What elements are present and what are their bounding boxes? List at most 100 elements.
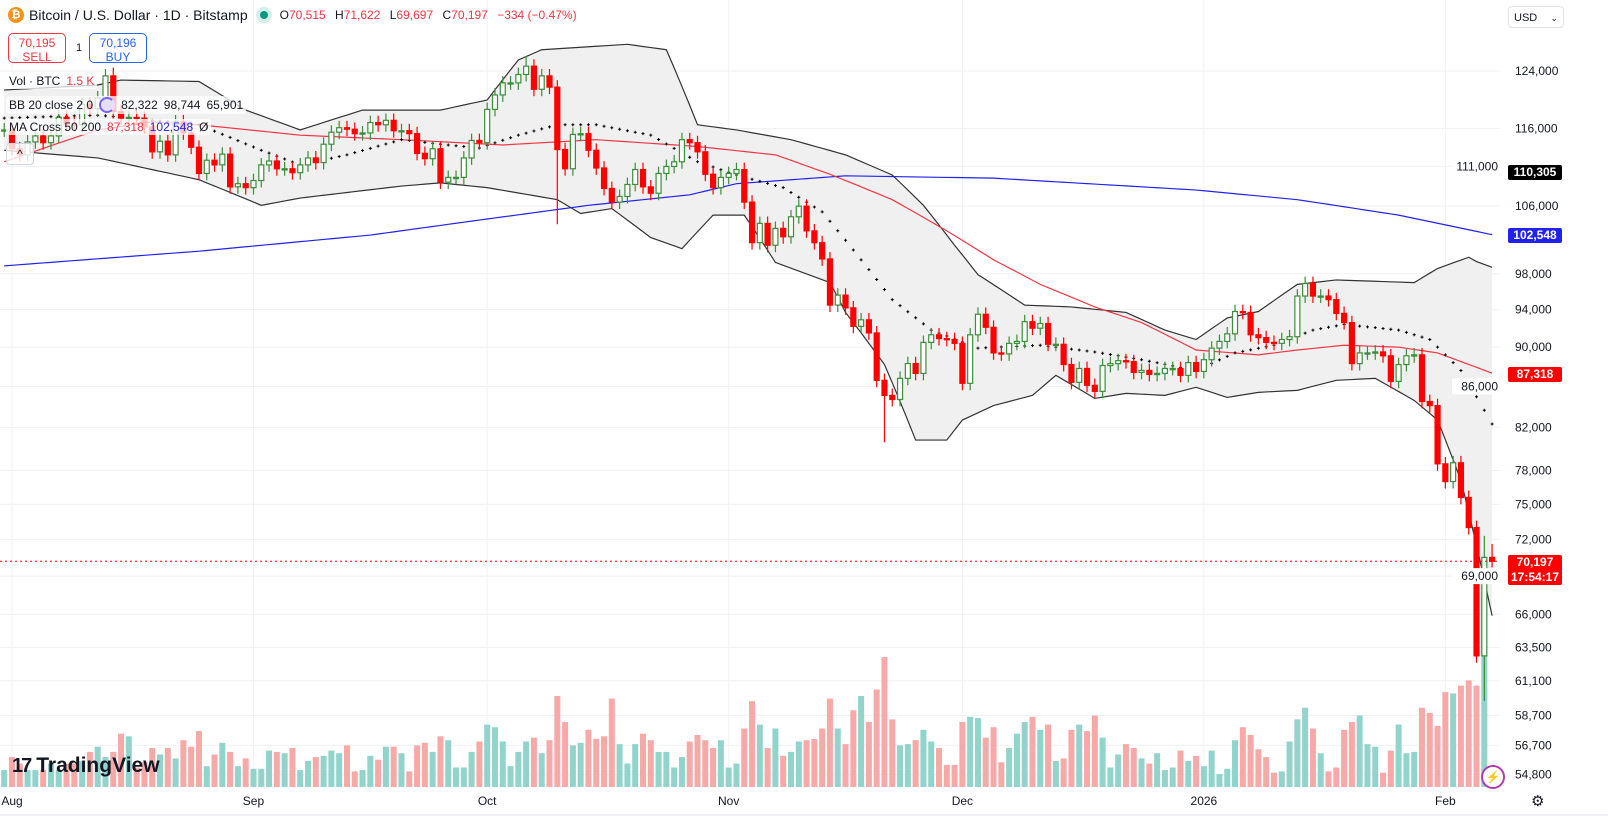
volume-bar [562,722,569,787]
y-tick-label: 63,500 [1515,641,1552,655]
volume-bar [32,770,39,787]
symbol-title[interactable]: Bitcoin / U.S. Dollar · 1D · Bitstamp [29,7,248,23]
bollinger-basis-point [392,140,396,144]
quantity[interactable]: 1 [76,42,83,54]
candle-body [351,128,358,135]
bollinger-basis-point [641,132,645,136]
lightning-icon[interactable]: ⚡ [1481,765,1505,789]
bollinger-basis-point [1475,395,1479,399]
candle-body [413,133,421,154]
volume-bar [1302,707,1309,787]
candle-body [1263,337,1270,343]
chevron-up-icon[interactable]: ^ [6,143,34,165]
sell-button[interactable]: 70,195 SELL [8,33,66,64]
volume-bar [1146,763,1153,787]
candle [896,371,904,407]
bollinger-basis-point [228,135,232,139]
volume-bar [320,755,327,787]
candle-body [717,176,724,189]
y-tick-label: 116,000 [1515,121,1558,135]
candle [998,346,1005,361]
bollinger-basis-point [1155,361,1159,365]
volume-bar [1372,746,1379,787]
candle [811,224,818,250]
volume-bar [1442,692,1449,787]
candle [1037,316,1044,336]
legend-ma-cross[interactable]: MA Cross 50 200 87,318 102,548 Ø [6,119,212,135]
volume-bar [554,696,561,787]
currency-select[interactable]: USD ⌄ [1508,6,1564,28]
buy-label: BUY [105,50,131,64]
candle [1021,314,1028,349]
candle-body [608,187,615,203]
bollinger-basis-point [72,114,76,118]
candle-body [748,201,756,244]
candle-body [336,127,343,133]
candle-body [125,116,132,120]
candle [585,126,592,158]
buy-button[interactable]: 70,196 BUY [89,33,147,64]
candle-body [359,132,366,135]
candle [593,143,600,175]
volume-bar [803,740,810,787]
candle [733,162,740,181]
volume-bar [460,767,467,787]
candle-body [1473,526,1480,657]
y-tick-label: 61,100 [1515,674,1552,688]
volume-bar [172,758,179,787]
bollinger-basis-point [898,304,902,308]
volume-bar [1263,757,1270,787]
y-tick-label: 98,000 [1515,267,1552,281]
volume-bar [523,741,530,787]
settings-icon[interactable]: ⚙ [1531,793,1545,810]
volume-bar [772,728,779,787]
y-tick-label-background [1452,568,1500,585]
volume-bar [593,738,600,787]
candle [850,300,857,334]
volume-bar [686,741,693,787]
candle [694,135,701,159]
sell-label: SELL [22,50,52,64]
candle [1068,357,1075,390]
volume-bar [1154,753,1161,787]
volume-bar [242,758,249,787]
y-tick-label: 66,000 [1515,607,1552,621]
legend-bollinger[interactable]: BB 20 close 2 0 82,322 98,744 65,901 [6,96,247,114]
candle [982,307,989,335]
candle [616,189,623,210]
candle [1364,346,1371,360]
bitcoin-icon: ₿ [8,7,24,23]
bollinger-basis-point [890,298,894,302]
candle-body [47,135,55,144]
volume-bar [258,768,265,787]
y-tick-label: 124,000 [1515,64,1559,78]
candle-body [1411,354,1418,357]
x-tick-label: Dec [952,794,973,808]
candle-body [1387,355,1394,382]
volume-bar [40,770,47,787]
bollinger-basis-point [516,133,520,137]
bollinger-basis-point [103,114,107,118]
volume-bar [943,764,950,787]
candle [336,120,343,140]
bollinger-basis-point [454,144,458,148]
ma50-line [4,121,1493,374]
legend-volume[interactable]: Vol · BTC 1.5 K [6,73,98,89]
bollinger-basis-point [259,148,263,152]
candle-body [367,121,374,134]
volume-bar [1286,741,1293,787]
candle [1395,357,1402,389]
bollinger-basis-point [836,229,840,233]
candle-body [320,143,327,164]
candle [398,123,405,138]
candle [1138,363,1145,380]
bollinger-basis-point [1389,327,1393,331]
candle [702,144,709,182]
volume-bar [998,762,1005,787]
candle-body [164,140,171,156]
bollinger-basis-point [41,115,45,119]
bollinger-basis-point [594,123,598,127]
tradingview-logo[interactable]: 17 TradingView [12,754,160,777]
volume-bar [110,751,117,787]
